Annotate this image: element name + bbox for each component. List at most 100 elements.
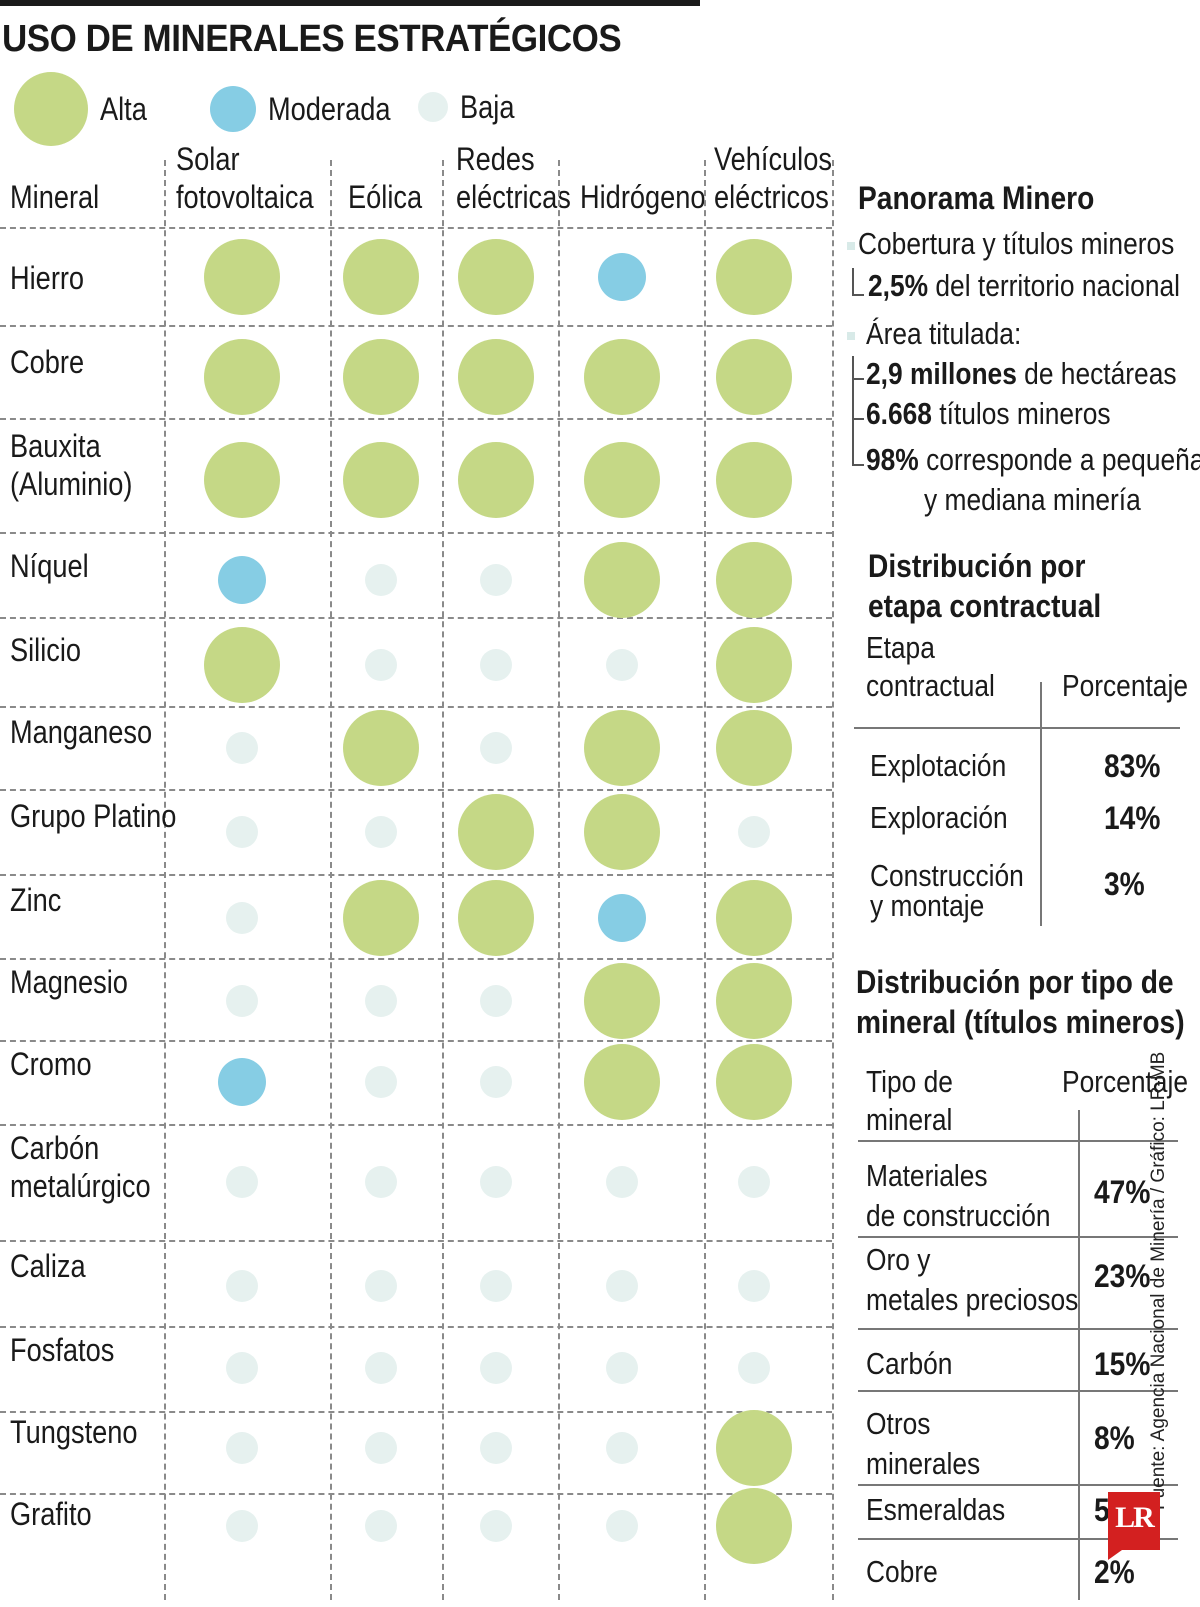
page-title: USO DE MINERALES ESTRATÉGICOS xyxy=(2,18,622,60)
pequena-text: corresponde a pequeña xyxy=(926,442,1200,477)
grid-vline xyxy=(832,160,834,1600)
usage-dot-baja xyxy=(606,649,638,681)
etapa-row-label: Construcción xyxy=(870,858,1024,893)
grid-hline xyxy=(0,1124,832,1126)
pequena-value: 98% xyxy=(866,442,919,477)
usage-dot-alta xyxy=(716,880,792,956)
usage-dot-alta xyxy=(716,1488,792,1564)
usage-dot-baja xyxy=(480,1352,512,1384)
usage-dot-alta xyxy=(343,442,419,518)
etapa-title-line2: etapa contractual xyxy=(868,588,1102,624)
usage-dot-alta xyxy=(584,339,660,415)
usage-dot-alta xyxy=(458,880,534,956)
tipo-header-col1: mineral xyxy=(866,1102,953,1137)
titulos-text: títulos mineros xyxy=(939,396,1111,431)
legend-label: Baja xyxy=(460,88,515,125)
cobertura-value-line: 2,5% del territorio nacional xyxy=(868,268,1180,304)
usage-dot-baja xyxy=(480,1432,512,1464)
row-label-mineral: Cobre xyxy=(10,344,85,380)
usage-dot-alta xyxy=(584,542,660,618)
tipo-row-value: 47% xyxy=(1094,1174,1151,1210)
grid-hline xyxy=(0,706,832,708)
usage-dot-baja xyxy=(226,1166,258,1198)
usage-dot-baja xyxy=(226,1270,258,1302)
row-label-mineral: Magnesio xyxy=(10,964,128,1000)
usage-dot-baja xyxy=(226,732,258,764)
legend-item-alta: Alta xyxy=(14,72,155,146)
usage-dot-baja xyxy=(738,1166,770,1198)
tree-tick xyxy=(852,464,864,466)
cobertura-value: 2,5% xyxy=(868,268,929,303)
tipo-title-line1: Distribución por tipo de xyxy=(856,964,1174,1000)
usage-dot-baja xyxy=(365,1166,397,1198)
titulos-value-line: 6.668 títulos mineros xyxy=(866,396,1111,432)
tipo-row-label: Oro y xyxy=(866,1242,931,1277)
usage-dot-baja xyxy=(365,1352,397,1384)
tipo-row-value: 15% xyxy=(1094,1346,1151,1382)
usage-dot-baja xyxy=(226,985,258,1017)
tipo-header-col2: Porcentaje xyxy=(1062,1064,1188,1099)
row-label-mineral: Manganeso xyxy=(10,714,153,750)
usage-dot-moderada xyxy=(218,1058,266,1106)
usage-dot-baja xyxy=(226,1352,258,1384)
usage-dot-alta xyxy=(458,339,534,415)
grid-hline xyxy=(0,789,832,791)
source-note: Fuente: Agencia Nacional de Minería / Gr… xyxy=(1148,1051,1169,1510)
usage-dot-baja xyxy=(480,1066,512,1098)
usage-dot-alta xyxy=(584,794,660,870)
row-label-mineral: Zinc xyxy=(10,882,62,918)
tipo-row-value: 23% xyxy=(1094,1258,1151,1294)
panorama-title: Panorama Minero xyxy=(858,180,1095,216)
tipo-row-label: de construcción xyxy=(866,1198,1051,1233)
usage-dot-alta xyxy=(458,442,534,518)
etapa-row-label: y montaje xyxy=(870,888,985,923)
tipo-row-value: 2% xyxy=(1094,1554,1135,1590)
titulos-value: 6.668 xyxy=(866,396,932,431)
usage-dot-baja xyxy=(365,816,397,848)
usage-dot-baja xyxy=(365,1270,397,1302)
usage-dot-baja xyxy=(365,985,397,1017)
tipo-row-label: minerales xyxy=(866,1446,981,1481)
area-value: 2,9 millones xyxy=(866,356,1017,391)
grid-vline xyxy=(558,160,560,1600)
usage-dot-baja xyxy=(738,816,770,848)
row-label-mineral: Silicio xyxy=(10,632,82,668)
table-divider xyxy=(1040,682,1042,926)
usage-dot-moderada xyxy=(598,253,646,301)
grid-hline xyxy=(0,958,832,960)
usage-dot-baja xyxy=(480,564,512,596)
usage-dot-baja xyxy=(606,1166,638,1198)
pequena-text2: y mediana minería xyxy=(924,482,1141,517)
usage-dot-moderada xyxy=(218,556,266,604)
bullet-icon xyxy=(847,332,855,340)
legend-dot-baja xyxy=(418,92,448,122)
tipo-row-label: Otros xyxy=(866,1406,931,1441)
column-header: eléctricas xyxy=(456,179,571,215)
legend-item-moderada: Moderada xyxy=(210,86,412,132)
column-header: Solar xyxy=(176,141,240,177)
legend-dot-moderada xyxy=(210,86,256,132)
usage-dot-baja xyxy=(606,1352,638,1384)
usage-dot-alta xyxy=(343,880,419,956)
grid-hline xyxy=(0,617,832,619)
row-label-mineral: Bauxita xyxy=(10,428,101,464)
usage-dot-alta xyxy=(458,794,534,870)
usage-dot-alta xyxy=(204,339,280,415)
etapa-title-line1: Distribución por xyxy=(868,548,1086,584)
usage-dot-alta xyxy=(584,1044,660,1120)
usage-dot-baja xyxy=(365,564,397,596)
column-header: Eólica xyxy=(348,179,423,215)
column-header: eléctricos xyxy=(714,179,829,215)
table-rule xyxy=(858,1390,1178,1392)
table-rule xyxy=(858,1484,1178,1486)
etapa-row-value: 3% xyxy=(1104,866,1145,902)
table-rule xyxy=(854,727,1180,729)
usage-dot-baja xyxy=(738,1352,770,1384)
area-value-line: 2,9 millones de hectáreas xyxy=(866,356,1177,392)
tipo-row-label: Esmeraldas xyxy=(866,1492,1006,1527)
usage-dot-baja xyxy=(365,649,397,681)
grid-hline xyxy=(0,418,832,420)
grid-hline xyxy=(0,874,832,876)
table-divider xyxy=(1078,1110,1080,1600)
etapa-row-label: Explotación xyxy=(870,748,1007,783)
